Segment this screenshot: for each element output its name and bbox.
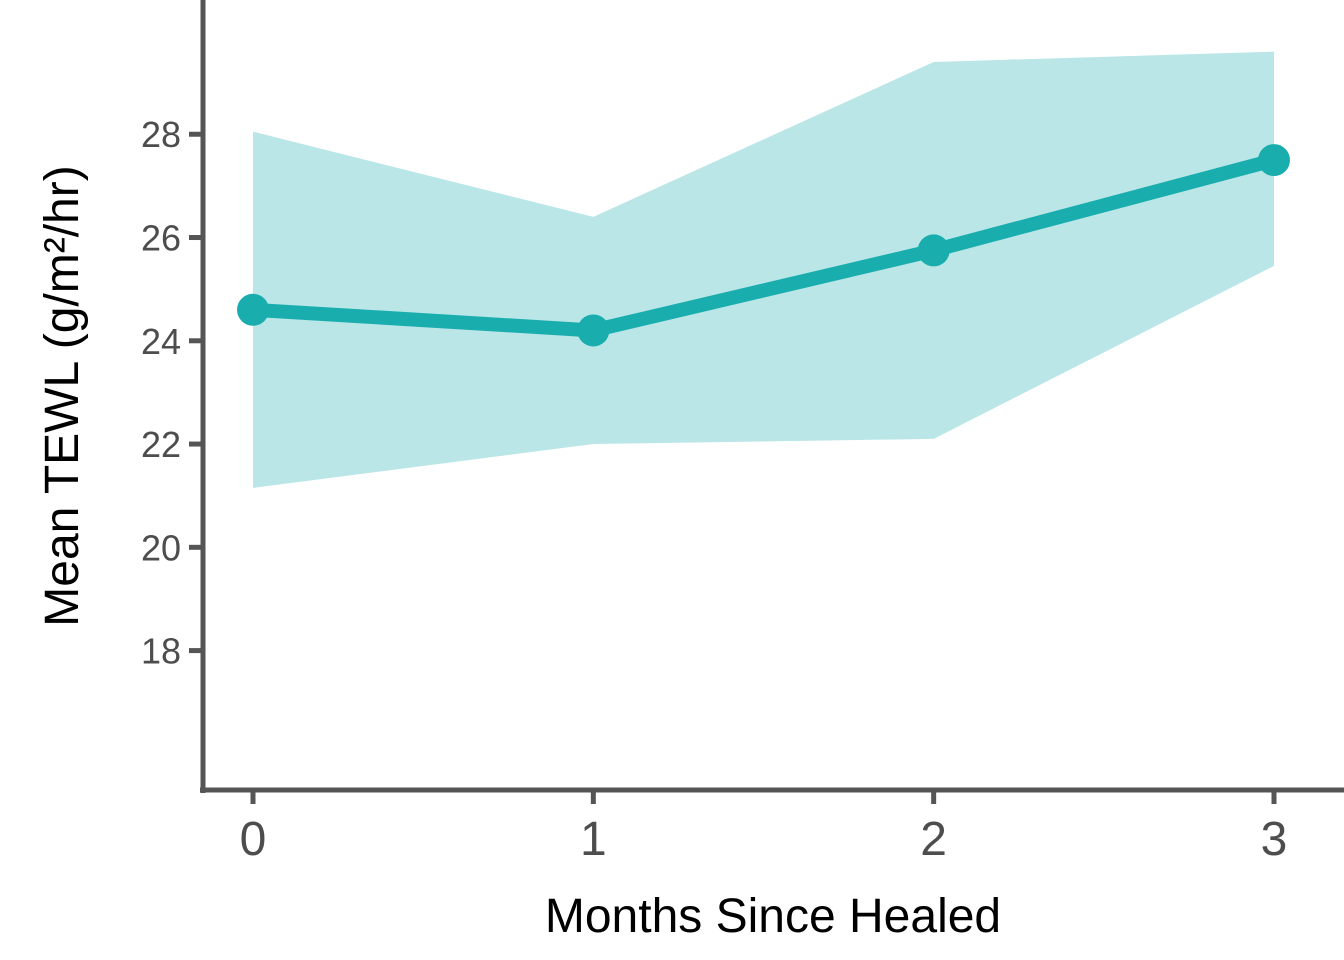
x-tick-label-1: 1 [580, 813, 607, 866]
y-tick-label-1: 20 [141, 527, 181, 568]
y-tick-label-4: 26 [141, 218, 181, 259]
y-tick-label-3: 24 [141, 321, 181, 362]
y-tick-label-5: 28 [141, 114, 181, 155]
data-point-2 [917, 234, 950, 267]
series-line [246, 153, 1281, 338]
x-tick-label-2: 2 [920, 813, 947, 866]
x-tick-label-3: 3 [1261, 813, 1288, 866]
y-tick-label-2: 22 [141, 424, 181, 465]
confidence-band-layer [253, 51, 1274, 488]
data-point-1 [577, 314, 610, 347]
x-tick-label-0: 0 [240, 813, 267, 866]
y-tick-label-0: 18 [141, 631, 181, 672]
y-axis-title: Mean TEWL (g/m²/hr) [36, 165, 89, 626]
data-point-3 [1257, 144, 1290, 177]
series-line-layer [246, 153, 1281, 338]
axes-layer: 18 20 22 24 26 28 0 1 2 3 [141, 0, 1344, 866]
labels-layer: Months Since Healed Mean TEWL (g/m²/hr) [36, 165, 1001, 943]
data-point-0 [237, 293, 269, 326]
confidence-band [253, 51, 1274, 488]
x-axis-title: Months Since Healed [545, 890, 1001, 943]
series-point-layer [237, 144, 1290, 347]
